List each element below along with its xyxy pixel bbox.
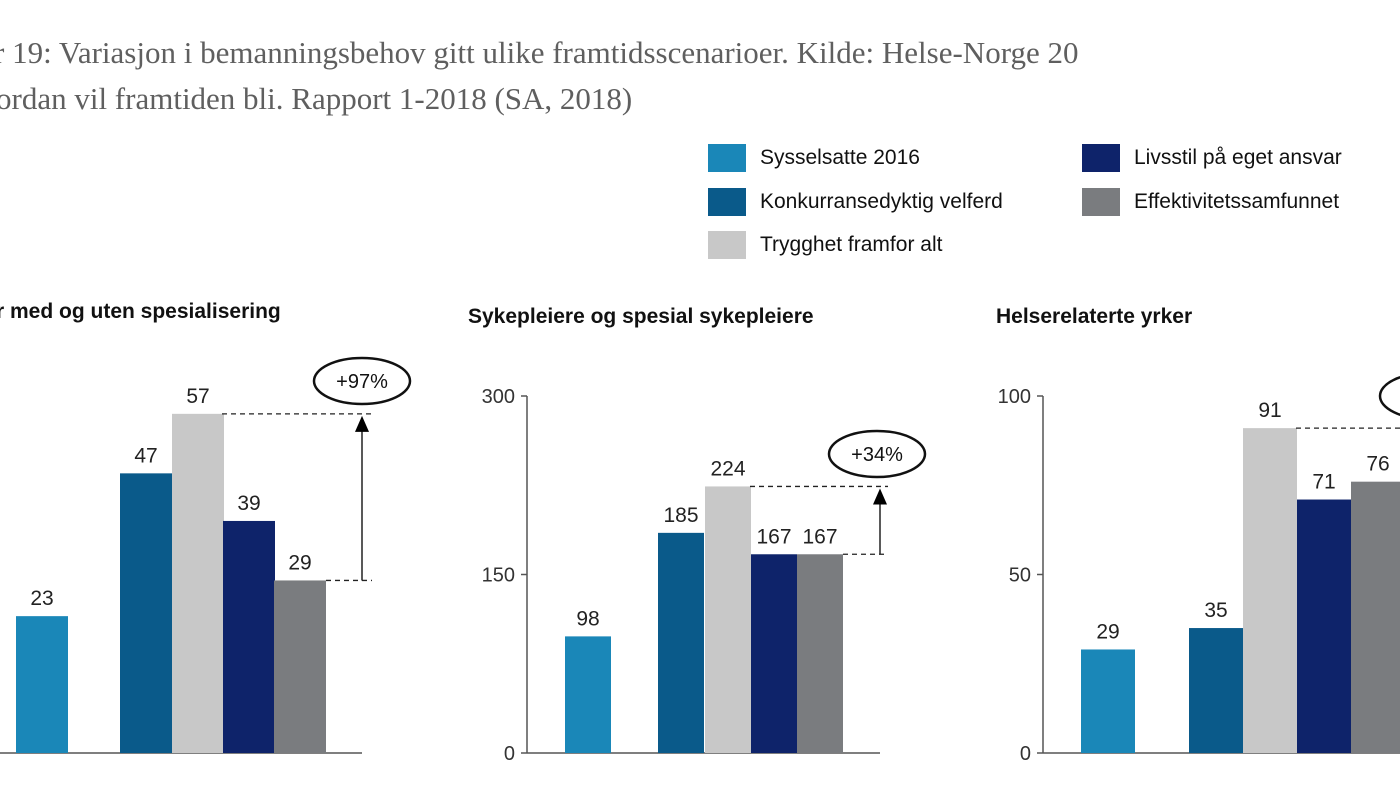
y-tick-label: 0 bbox=[504, 743, 515, 765]
legend-swatch bbox=[1082, 144, 1120, 172]
data-label: 185 bbox=[663, 504, 698, 527]
panel-3-title: Helserelaterte yrker bbox=[996, 305, 1193, 328]
y-tick-label: 0 bbox=[1020, 743, 1031, 765]
bar bbox=[1189, 628, 1243, 753]
data-label: 167 bbox=[802, 525, 837, 548]
legend-label: Sysselsatte 2016 bbox=[760, 146, 920, 169]
data-label: 29 bbox=[288, 551, 311, 574]
data-label: 39 bbox=[237, 492, 260, 515]
bar bbox=[658, 532, 704, 753]
legend-label: Konkurransedyktig velferd bbox=[760, 190, 1003, 213]
bar bbox=[1297, 499, 1351, 753]
data-label: 91 bbox=[1258, 399, 1281, 422]
y-tick-label: 100 bbox=[998, 386, 1031, 408]
annotation-oval bbox=[312, 356, 412, 406]
caption-line-2: ordan vil framtiden bli. Rapport 1-2018 … bbox=[0, 81, 633, 116]
legend-swatch bbox=[708, 144, 746, 172]
data-label: 98 bbox=[576, 607, 599, 630]
y-tick-label: 50 bbox=[1009, 565, 1031, 587]
annotation-arrow-head bbox=[873, 488, 887, 505]
legend-swatch bbox=[1082, 188, 1120, 216]
bar bbox=[751, 554, 797, 753]
data-label: 57 bbox=[186, 385, 209, 408]
bar bbox=[1351, 481, 1400, 753]
bar bbox=[705, 486, 751, 753]
legend-label: Trygghet framfor alt bbox=[760, 233, 943, 256]
legend-swatch bbox=[708, 231, 746, 259]
data-label: 224 bbox=[710, 457, 745, 480]
legend-label: Livsstil på eget ansvar bbox=[1134, 146, 1342, 169]
annotation-oval bbox=[827, 429, 927, 479]
bar bbox=[797, 554, 843, 753]
legend-swatch bbox=[708, 188, 746, 216]
data-label: 35 bbox=[1204, 599, 1227, 622]
panel-1-title: r med og uten spesialisering bbox=[0, 300, 281, 323]
bar bbox=[120, 473, 172, 753]
bar bbox=[223, 520, 275, 753]
bar bbox=[1243, 428, 1297, 753]
bar bbox=[274, 580, 326, 753]
legend-label: Effektivitetssamfunnet bbox=[1134, 190, 1340, 213]
panel-2-title: Sykepleiere og spesial sykepleiere bbox=[468, 305, 814, 328]
y-tick-label: 300 bbox=[482, 386, 515, 408]
data-label: 76 bbox=[1366, 453, 1389, 476]
data-label: 29 bbox=[1096, 620, 1119, 643]
bar bbox=[16, 616, 68, 753]
data-label: 71 bbox=[1312, 471, 1335, 494]
bar bbox=[565, 636, 611, 753]
y-tick-label: 150 bbox=[482, 565, 515, 587]
annotation-label: +97% bbox=[336, 371, 388, 393]
annotation-arrow-head bbox=[355, 415, 369, 432]
data-label: 47 bbox=[134, 444, 157, 467]
bar bbox=[1081, 649, 1135, 753]
annotation-label: +34% bbox=[851, 444, 903, 466]
data-label: 23 bbox=[30, 587, 53, 610]
data-label: 167 bbox=[756, 525, 791, 548]
bar bbox=[172, 413, 224, 753]
caption-line-1: r 19: Variasjon i bemanningsbehov gitt u… bbox=[0, 35, 1079, 70]
annotation-oval bbox=[1378, 375, 1400, 417]
